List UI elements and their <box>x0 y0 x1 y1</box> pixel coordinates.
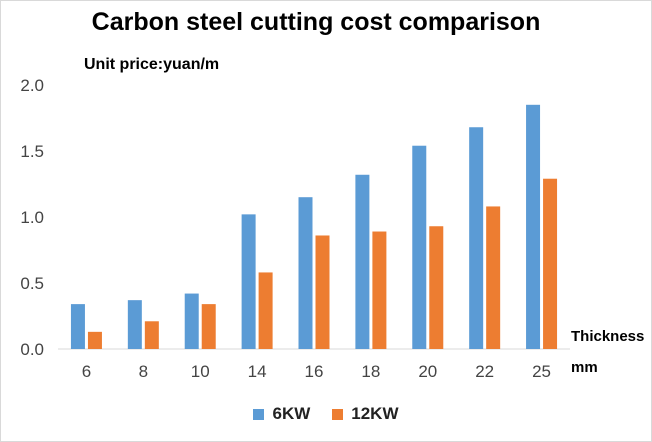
bar-6kw-18 <box>355 174 370 349</box>
x-tick-label: 20 <box>418 362 437 381</box>
x-axis-label-line1: Thickness <box>571 328 645 345</box>
y-tick-label: 0.0 <box>20 340 44 359</box>
x-tick-label: 8 <box>139 362 148 381</box>
bar-12kw-22 <box>486 206 501 349</box>
x-tick-label: 18 <box>361 362 380 381</box>
bar-12kw-16 <box>315 235 330 349</box>
bar-12kw-18 <box>372 231 387 349</box>
bar-6kw-6 <box>70 304 85 349</box>
x-tick-label: 25 <box>532 362 551 381</box>
bar-6kw-25 <box>526 104 541 349</box>
bar-12kw-6 <box>87 331 102 349</box>
legend: 6KW 12KW <box>0 404 652 424</box>
bar-6kw-16 <box>298 197 313 349</box>
y-axis-label: Unit price:yuan/m <box>84 56 220 73</box>
x-tick-label: 14 <box>248 362 267 381</box>
bar-12kw-20 <box>429 226 444 349</box>
chart-title: Carbon steel cutting cost comparison <box>91 8 541 36</box>
bar-6kw-22 <box>469 127 484 350</box>
bar-12kw-25 <box>543 178 558 349</box>
y-tick-label: 1.5 <box>20 142 44 161</box>
legend-swatch-6kw <box>253 408 265 420</box>
bar-6kw-14 <box>241 214 256 349</box>
bar-12kw-14 <box>258 272 273 349</box>
bar-6kw-10 <box>184 293 199 349</box>
x-tick-label: 16 <box>305 362 324 381</box>
x-tick-label: 22 <box>475 362 494 381</box>
bar-6kw-8 <box>127 300 142 349</box>
x-tick-label: 6 <box>82 362 91 381</box>
legend-swatch-12kw <box>332 408 344 420</box>
bar-6kw-20 <box>412 145 427 349</box>
legend-item-12kw: 12KW <box>332 404 399 424</box>
x-tick-label: 10 <box>191 362 210 381</box>
y-tick-label: 0.5 <box>20 274 44 293</box>
bar-12kw-8 <box>144 321 159 349</box>
y-tick-label: 2.0 <box>20 76 44 95</box>
legend-item-6kw: 6KW <box>253 404 310 424</box>
legend-label-12kw: 12KW <box>351 404 399 423</box>
x-axis-label-line2: mm <box>571 359 598 376</box>
y-tick-label: 1.0 <box>20 208 44 227</box>
bar-12kw-10 <box>201 304 216 349</box>
legend-label-6kw: 6KW <box>272 404 311 423</box>
